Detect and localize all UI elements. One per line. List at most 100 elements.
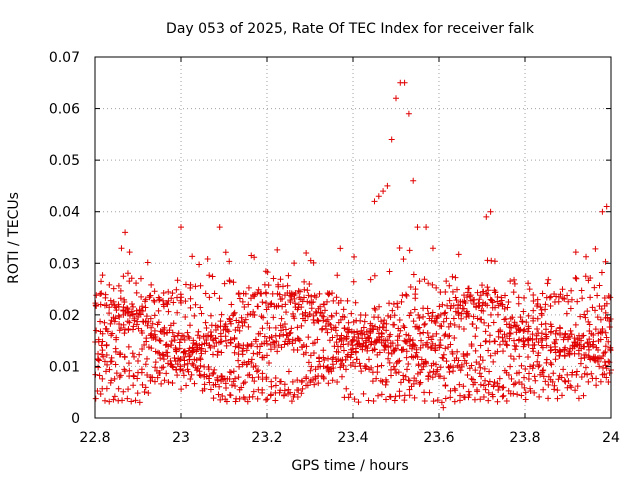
- data-point: [499, 334, 506, 341]
- data-point: [522, 365, 529, 372]
- data-point: [437, 337, 444, 344]
- data-point: [195, 328, 202, 335]
- data-point: [360, 340, 367, 347]
- data-point: [136, 399, 143, 406]
- data-point: [218, 349, 225, 356]
- data-point: [396, 392, 403, 399]
- data-point: [598, 269, 605, 276]
- data-point: [451, 398, 458, 405]
- data-point: [135, 325, 142, 332]
- data-point: [176, 345, 183, 352]
- data-point: [146, 294, 153, 301]
- data-point: [394, 342, 401, 349]
- data-point: [434, 397, 441, 404]
- data-point: [516, 379, 523, 386]
- data-point: [112, 361, 119, 368]
- data-point: [406, 247, 413, 254]
- data-point: [102, 325, 109, 332]
- data-point: [182, 314, 189, 321]
- data-point: [446, 282, 453, 289]
- data-point: [573, 368, 580, 375]
- data-point: [187, 352, 194, 359]
- data-point: [452, 274, 459, 281]
- data-point: [485, 287, 492, 294]
- data-point: [454, 286, 461, 293]
- data-point: [421, 389, 428, 396]
- data-point: [522, 396, 529, 403]
- data-point: [226, 316, 233, 323]
- data-point: [596, 363, 603, 370]
- data-point: [175, 355, 182, 362]
- data-point: [430, 398, 437, 405]
- data-point: [253, 368, 260, 375]
- data-point: [472, 367, 479, 374]
- data-point: [410, 177, 417, 184]
- data-point: [418, 356, 425, 363]
- data-point: [390, 363, 397, 370]
- data-point: [555, 376, 562, 383]
- data-point: [121, 368, 128, 375]
- data-point: [469, 376, 476, 383]
- data-point: [236, 295, 243, 302]
- data-point: [554, 395, 561, 402]
- data-point: [373, 375, 380, 382]
- data-point: [463, 360, 470, 367]
- data-point: [552, 356, 559, 363]
- data-point: [333, 358, 340, 365]
- data-point: [216, 224, 223, 231]
- data-point: [530, 317, 537, 324]
- data-point: [118, 245, 125, 252]
- data-point: [446, 297, 453, 304]
- data-point: [457, 392, 464, 399]
- data-point: [182, 298, 189, 305]
- data-point: [142, 296, 149, 303]
- data-point: [503, 321, 510, 328]
- data-point: [96, 357, 103, 364]
- data-point: [209, 273, 216, 280]
- data-point: [560, 366, 567, 373]
- data-point: [554, 387, 561, 394]
- data-point: [288, 325, 295, 332]
- x-tick-label: 22.8: [79, 430, 110, 446]
- data-point: [133, 321, 140, 328]
- data-point: [385, 312, 392, 319]
- data-point: [581, 311, 588, 318]
- data-point: [602, 343, 609, 350]
- data-point: [603, 334, 610, 341]
- data-point: [328, 312, 335, 319]
- data-point: [295, 304, 302, 311]
- data-point: [594, 314, 601, 321]
- data-point: [187, 375, 194, 382]
- data-point: [187, 281, 194, 288]
- data-point: [530, 297, 537, 304]
- data-point: [443, 278, 450, 285]
- data-point: [436, 303, 443, 310]
- data-point: [189, 348, 196, 355]
- data-point: [508, 375, 515, 382]
- data-point: [447, 394, 454, 401]
- data-point: [424, 329, 431, 336]
- data-point: [587, 294, 594, 301]
- data-point: [421, 276, 428, 283]
- data-point: [449, 288, 456, 295]
- data-point: [316, 358, 323, 365]
- data-point: [191, 380, 198, 387]
- data-point: [401, 337, 408, 344]
- data-point: [324, 329, 331, 336]
- data-point: [540, 373, 547, 380]
- data-point: [429, 281, 436, 288]
- data-point: [500, 384, 507, 391]
- data-point: [278, 344, 285, 351]
- data-point: [330, 324, 337, 331]
- data-point: [173, 286, 180, 293]
- data-point: [488, 257, 495, 264]
- data-point: [452, 387, 459, 394]
- data-point: [116, 373, 123, 380]
- data-point: [361, 331, 368, 338]
- data-point: [408, 383, 415, 390]
- data-point: [268, 378, 275, 385]
- data-point: [406, 312, 413, 319]
- data-point: [323, 318, 330, 325]
- data-point: [547, 321, 554, 328]
- data-point: [303, 250, 310, 257]
